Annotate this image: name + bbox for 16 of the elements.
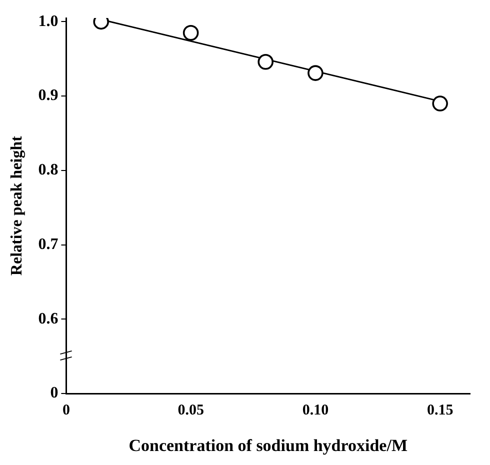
y-tick-label: 0.9 xyxy=(38,87,58,104)
y-axis-title: Relative peak height xyxy=(8,135,26,276)
y-tick-label: 0.6 xyxy=(38,310,58,328)
x-axis-title: Concentration of sodium hydroxide/M xyxy=(128,436,408,456)
point xyxy=(182,24,199,41)
y-tick-label: 1.0 xyxy=(38,12,58,30)
point xyxy=(258,54,274,70)
x-tick-label: 0.15 xyxy=(426,402,454,418)
y-tick-label: 0.8 xyxy=(38,162,58,179)
x-tick-label: 0.05 xyxy=(178,402,204,418)
y-tick-label: 0 xyxy=(50,384,58,402)
point xyxy=(432,96,448,112)
y-tick-label: 0.7 xyxy=(38,236,58,253)
x-tick-label: 0.10 xyxy=(302,402,329,418)
point xyxy=(308,65,324,81)
x-tick-label: 0 xyxy=(62,402,70,418)
